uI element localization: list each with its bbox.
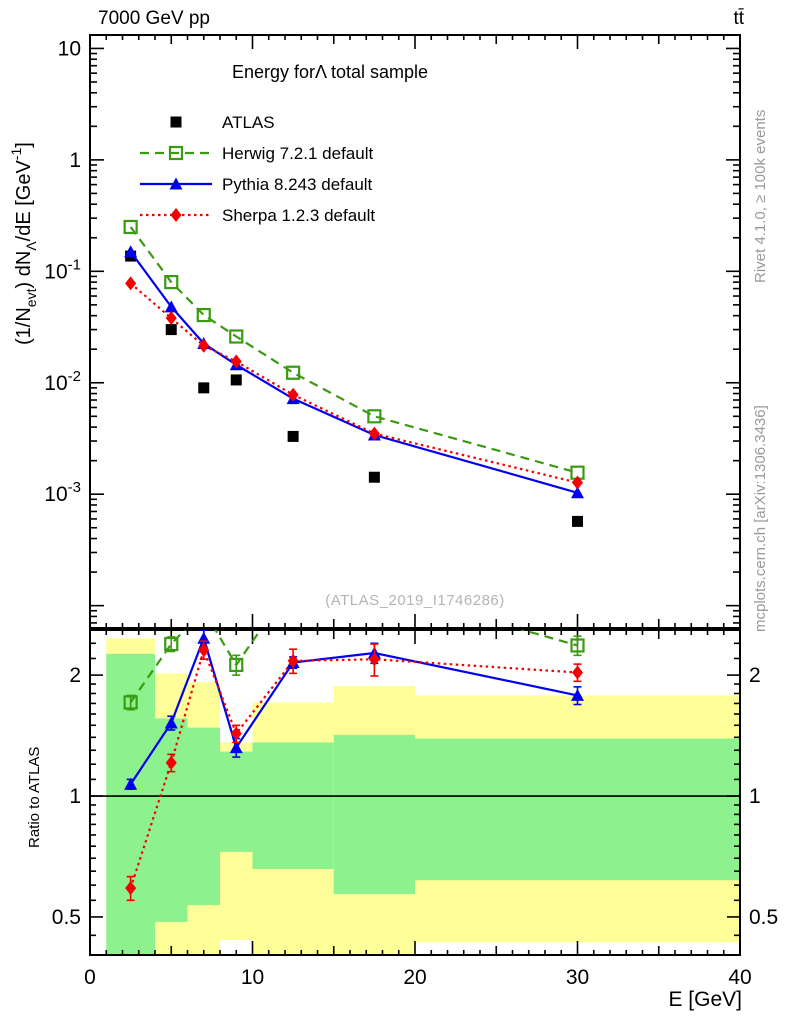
analysis-watermark: (ATLAS_2019_I1746286) (325, 592, 505, 609)
marker-diamond (170, 208, 182, 222)
marker-diamond (165, 311, 177, 326)
legend-item-pythia: Pythia 8.243 default (140, 175, 373, 194)
marker-open-square (168, 145, 184, 161)
marker-square (572, 515, 583, 527)
marker-diamond (125, 881, 137, 896)
ratio-tick-label-right: 2 (749, 664, 761, 687)
marker-diamond (572, 665, 583, 680)
axis-ticks (89, 35, 741, 955)
marker-diamond (198, 338, 210, 353)
x-axis-label: E [GeV] (668, 988, 742, 1011)
y-tick-label: 1 (69, 149, 81, 172)
marker-square (287, 430, 299, 442)
marker-square (170, 116, 182, 128)
ratio-tick-label-right: 0.5 (749, 906, 778, 929)
series-pythia-main (124, 245, 584, 499)
x-tick-label: 30 (566, 966, 589, 989)
marker-triangle (571, 688, 584, 701)
series-sherpa-main (125, 276, 583, 490)
marker-open-square (164, 275, 179, 290)
band-green (187, 727, 220, 906)
marker-open-square (196, 307, 211, 323)
tick-labels: 0 10 20 30 40 10 1 10-1 10-2 10-3 2 2 1 1 0.5 0.5 (44, 37, 778, 989)
marker-triangle (169, 177, 183, 190)
marker-triangle (164, 300, 178, 313)
marker-diamond (287, 653, 299, 668)
series-atlas-main (125, 250, 583, 527)
legend-label: Sherpa 1.2.3 default (222, 206, 375, 225)
series-herwig-ratio (123, 577, 585, 711)
ratio-tick-label-right: 1 (749, 785, 761, 808)
band-green (415, 738, 740, 881)
beam-energy-label: 7000 GeV pp (98, 8, 210, 29)
y-tick-label: 10-1 (44, 256, 81, 283)
marker-diamond (230, 354, 242, 369)
marker-open-square (164, 636, 179, 652)
band-green (155, 718, 188, 922)
x-tick-label: 20 (403, 966, 426, 989)
marker-square (230, 374, 242, 386)
series-sherpa-ratio (125, 640, 583, 902)
legend-label: Herwig 7.2.1 default (222, 144, 373, 163)
marker-square (165, 324, 177, 336)
marker-open-square (229, 657, 244, 673)
process-label: tt̄ (733, 8, 744, 29)
marker-diamond (368, 652, 380, 667)
marker-diamond (287, 387, 299, 402)
legend-item-herwig: Herwig 7.2.1 default (140, 144, 373, 163)
marker-diamond (165, 755, 177, 770)
marker-open-square (123, 695, 138, 710)
ratio-tick-label-left: 2 (69, 664, 81, 687)
marker-diamond (572, 475, 583, 490)
marker-diamond (198, 642, 210, 657)
x-tick-label: 10 (241, 966, 264, 989)
ratio-tick-label-left: 0.5 (52, 906, 81, 929)
marker-diamond (125, 276, 137, 291)
legend: ATLAS Herwig 7.2.1 default Pythia 8.243 de… (140, 113, 375, 225)
marker-triangle (571, 486, 584, 499)
legend-item-sherpa: Sherpa 1.2.3 default (140, 206, 375, 225)
legend-label: ATLAS (222, 113, 275, 132)
marker-triangle (164, 716, 178, 729)
marker-triangle (229, 741, 243, 754)
marker-diamond (230, 726, 242, 741)
band-green (220, 751, 253, 852)
marker-open-square (229, 329, 244, 344)
marker-triangle (124, 245, 138, 258)
marker-open-square (368, 582, 380, 594)
series-herwig-main (123, 219, 585, 480)
marker-open-square (367, 409, 382, 424)
ratio-tick-label-left: 1 (69, 785, 81, 808)
marker-open-square (286, 365, 301, 380)
marker-square (368, 471, 380, 483)
marker-open-square (123, 219, 138, 235)
main-plot-frame (89, 34, 741, 629)
y-tick-label: 10 (58, 37, 81, 60)
band-green (333, 734, 415, 895)
marker-triangle (124, 777, 138, 790)
band-green (252, 742, 334, 870)
plot-title: Energy forΛ total sample (231, 62, 429, 82)
marker-open-square (198, 604, 210, 616)
y-tick-label: 10-2 (44, 368, 81, 395)
legend-item-atlas: ATLAS (170, 113, 275, 132)
marker-open-square (570, 638, 585, 653)
y-tick-label: 10-3 (44, 479, 81, 506)
marker-diamond (368, 426, 380, 441)
x-tick-label: 40 (728, 966, 751, 989)
marker-square (198, 382, 210, 394)
x-tick-label: 0 (84, 966, 96, 989)
main-y-axis-label: (1/Nevt) dNΛ/dE [GeV-1] (8, 142, 39, 345)
legend-label: Pythia 8.243 default (222, 175, 373, 194)
marker-open-square (287, 577, 299, 589)
